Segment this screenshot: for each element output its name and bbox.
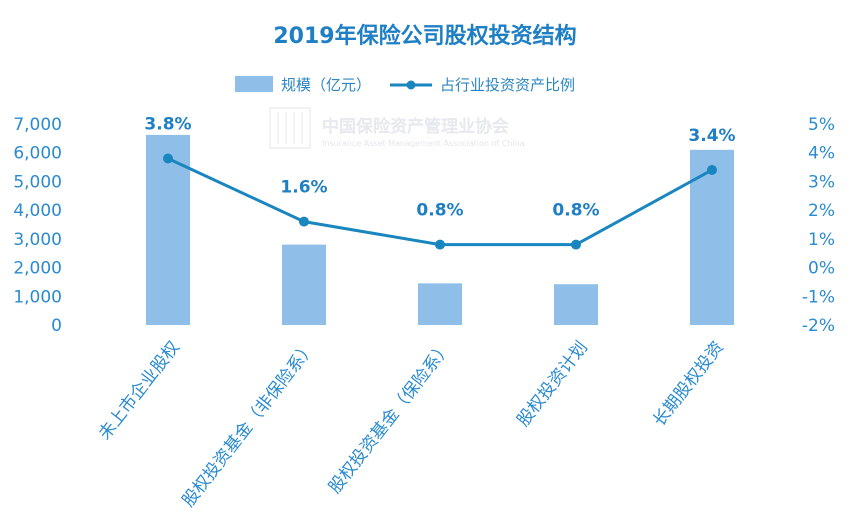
- y-left-tick-label: 4,000: [13, 201, 62, 221]
- data-label: 0.8%: [552, 201, 599, 221]
- x-category-label: 股权投资计划: [513, 338, 592, 431]
- line-series: 3.8% 1.6% 0.8% 0.8% 3.4%: [144, 114, 736, 250]
- x-category-label: 股权投资基金（保险系）: [325, 338, 456, 498]
- legend-line-label: 占行业投资资产比例: [440, 76, 575, 94]
- y-right-tick-label: -1%: [802, 287, 835, 307]
- watermark-text-cn: 中国保险资产管理业协会: [322, 116, 509, 137]
- y-left-tick-label: 2,000: [13, 259, 62, 279]
- legend-bar-swatch: [235, 76, 273, 92]
- legend-bar-label: 规模（亿元）: [281, 76, 371, 94]
- legend: 规模（亿元） 占行业投资资产比例: [235, 76, 575, 94]
- y-right-tick-label: 3%: [808, 172, 835, 192]
- x-category-label: 未上市企业股权: [95, 338, 184, 444]
- bar: [282, 244, 326, 325]
- x-category-label: 股权投资基金（非保险系）: [179, 338, 320, 511]
- y-left-tick-label: 5,000: [13, 172, 62, 192]
- y-right-tick-label: 1%: [808, 230, 835, 250]
- bar: [690, 149, 734, 325]
- y-left-tick-label: 6,000: [13, 144, 62, 164]
- line-point: [571, 239, 581, 250]
- y-axis-right: -2% -1% 0% 1% 2% 3% 4% 5%: [802, 115, 835, 336]
- chart-title: 2019年保险公司股权投资结构: [273, 23, 576, 49]
- line-point: [163, 153, 173, 164]
- watermark-logo-icon: [269, 107, 311, 149]
- data-label: 3.8%: [144, 114, 191, 134]
- y-axis-left: 0 1,000 2,000 3,000 4,000 5,000 6,000 7,000: [13, 115, 62, 336]
- y-right-tick-label: 2%: [808, 201, 835, 221]
- bar: [418, 283, 462, 325]
- y-right-tick-label: 4%: [808, 144, 835, 164]
- data-label: 3.4%: [688, 126, 735, 146]
- line-point: [707, 164, 717, 175]
- y-left-tick-label: 7,000: [13, 115, 62, 135]
- y-right-tick-label: 0%: [808, 259, 835, 279]
- watermark-text-en: Insurance Asset Management Association o…: [322, 139, 525, 148]
- line-point: [299, 216, 309, 227]
- legend-line-marker: [406, 80, 416, 90]
- data-label: 1.6%: [280, 178, 327, 198]
- y-right-tick-label: -2%: [802, 316, 835, 336]
- y-right-tick-label: 5%: [808, 115, 835, 135]
- watermark: 中国保险资产管理业协会 Insurance Asset Management A…: [269, 107, 525, 149]
- data-label: 0.8%: [416, 201, 463, 221]
- bar-series: [146, 134, 734, 325]
- bar: [554, 284, 598, 325]
- y-left-tick-label: 0: [51, 316, 62, 336]
- x-category-label: 长期股权投资: [649, 338, 728, 431]
- y-left-tick-label: 1,000: [13, 287, 62, 307]
- y-left-tick-label: 3,000: [13, 230, 62, 250]
- line-point: [435, 239, 445, 250]
